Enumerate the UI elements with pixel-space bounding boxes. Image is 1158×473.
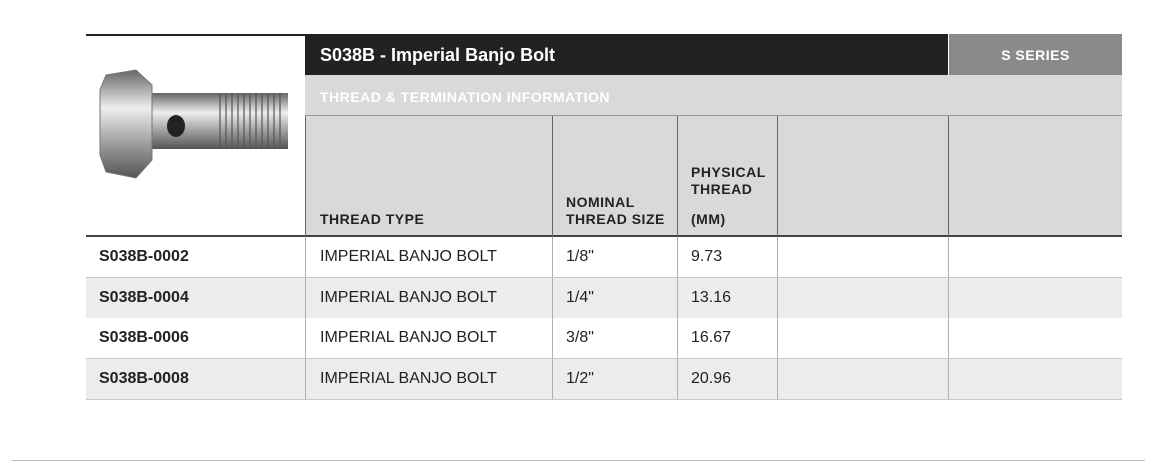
cell-divider bbox=[552, 318, 553, 358]
cell: IMPERIAL BANJO BOLT bbox=[320, 248, 497, 265]
cell-divider bbox=[677, 277, 678, 318]
table-row: S038B-0002 IMPERIAL BANJO BOLT 1/8" 9.73 bbox=[86, 237, 1122, 278]
cell: IMPERIAL BANJO BOLT bbox=[320, 329, 497, 346]
cell: 16.67 bbox=[691, 329, 732, 346]
bottom-rule bbox=[12, 460, 1145, 461]
table-row: S038B-0006 IMPERIAL BANJO BOLT 3/8" 16.67 bbox=[86, 318, 1122, 359]
series: S SERIES bbox=[1001, 47, 1070, 63]
cell-divider bbox=[552, 358, 553, 399]
cell-divider bbox=[677, 237, 678, 277]
cell: 13.16 bbox=[691, 288, 732, 306]
cell-divider bbox=[777, 237, 778, 277]
cell: 9.73 bbox=[691, 248, 723, 265]
cell-divider bbox=[777, 277, 778, 318]
cell-divider bbox=[552, 237, 553, 277]
cell-divider bbox=[948, 318, 949, 358]
cell-divider bbox=[677, 358, 678, 399]
part-number: S038B-0006 bbox=[99, 329, 189, 346]
subheader bbox=[305, 75, 1122, 116]
cell: IMPERIAL BANJO BOLT bbox=[320, 369, 497, 387]
cell: 1/4" bbox=[566, 288, 594, 306]
cell-divider bbox=[305, 358, 306, 399]
table-row: S038B-0008 IMPERIAL BANJO BOLT 1/2" 20.96 bbox=[86, 358, 1122, 400]
cell-divider bbox=[777, 318, 778, 358]
cell-divider bbox=[552, 277, 553, 318]
title-bar bbox=[305, 34, 948, 75]
cell: 3/8" bbox=[566, 329, 594, 346]
title: S038B - Imperial Banjo Bolt bbox=[320, 45, 556, 65]
subheader-text: THREAD & TERMINATION INFORMATION bbox=[320, 89, 611, 105]
bolt-image bbox=[99, 69, 288, 179]
part-number: S038B-0008 bbox=[99, 369, 189, 387]
cell: 1/2" bbox=[566, 369, 594, 387]
cell-divider bbox=[305, 277, 306, 318]
header-unit: (MM) bbox=[691, 211, 726, 227]
cell-divider bbox=[948, 237, 949, 277]
header-thread-type: THREAD TYPE bbox=[320, 211, 425, 227]
part-number: S038B-0004 bbox=[99, 288, 189, 306]
image-base bbox=[86, 235, 305, 237]
header-nominal: NOMINAL THREAD SIZE bbox=[566, 194, 665, 227]
cell-divider bbox=[305, 237, 306, 277]
cell-divider bbox=[777, 358, 778, 399]
series-bar bbox=[949, 34, 1122, 75]
part-number: S038B-0002 bbox=[99, 248, 189, 265]
cell: 20.96 bbox=[691, 369, 732, 387]
cell-divider bbox=[677, 318, 678, 358]
cell: IMPERIAL BANJO BOLT bbox=[320, 288, 497, 306]
cell-divider bbox=[948, 358, 949, 399]
top-rule bbox=[86, 34, 305, 36]
table-row: S038B-0004 IMPERIAL BANJO BOLT 1/4" 13.16 bbox=[86, 277, 1122, 319]
column-header bbox=[305, 116, 1122, 237]
header-physical: PHYSICAL THREAD bbox=[691, 164, 766, 197]
column-lines bbox=[0, 116, 1158, 237]
cell: 1/8" bbox=[566, 248, 594, 265]
cell-divider bbox=[948, 277, 949, 318]
cell-divider bbox=[305, 318, 306, 358]
